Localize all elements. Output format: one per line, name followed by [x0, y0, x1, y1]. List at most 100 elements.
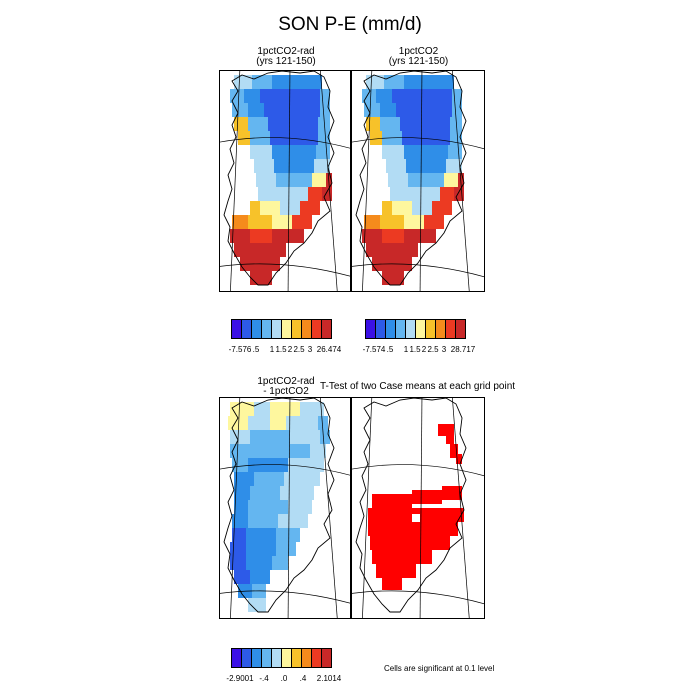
grid-cell: [250, 145, 272, 159]
significant-cell: [382, 578, 402, 590]
grid-cell: [390, 187, 410, 201]
colorbar-label: -.4: [259, 674, 269, 683]
colorbar-label: 26.474: [316, 345, 342, 354]
grid-cell: [452, 89, 462, 103]
grid-cell: [270, 131, 318, 145]
grid-cell: [230, 89, 244, 103]
grid-cell: [234, 472, 254, 486]
grid-cell: [246, 556, 272, 570]
grid-cell: [292, 229, 304, 243]
grid-cell: [290, 430, 320, 444]
colorbar-label: 3: [307, 345, 313, 354]
grid-cell: [312, 173, 326, 187]
coastline: [355, 71, 467, 286]
grid-cell: [260, 201, 280, 215]
significant-cell: [438, 424, 446, 436]
colorbar-label: 3: [441, 345, 447, 354]
grid-cell: [280, 486, 314, 500]
grid-cell: [272, 215, 292, 229]
longitude-line: [452, 398, 470, 618]
grid-cell: [272, 75, 322, 89]
map-difference: [220, 398, 350, 618]
grid-cell: [318, 131, 330, 145]
grid-cell: [250, 570, 270, 584]
grid-cell: [370, 131, 382, 145]
longitude-line: [287, 71, 291, 291]
grid-cell: [410, 187, 440, 201]
latitude-line: [220, 137, 350, 149]
grid-cell: [276, 542, 296, 556]
colorbar-label: 2: [421, 345, 427, 354]
panel-3-title: 1pctCO2-rad - 1pctCO2: [220, 377, 352, 397]
field-cells: [228, 402, 330, 612]
grid-cell: [400, 117, 450, 131]
panel-3-title-line1: 1pctCO2-rad: [257, 376, 315, 387]
grid-cell: [450, 131, 462, 145]
grid-cell: [234, 117, 248, 131]
map-1pctco2: [352, 71, 484, 291]
panel-4-title-line1: T-Test of two Case means at each grid po…: [319, 381, 516, 392]
grid-cell: [366, 243, 418, 257]
grid-cell: [278, 514, 308, 528]
significant-cell: [372, 550, 432, 564]
grid-cell: [264, 103, 320, 117]
longitude-line: [419, 71, 423, 291]
grid-cell: [250, 201, 260, 215]
colorbar-label: .5: [252, 345, 260, 354]
colorbar-difference: [231, 648, 332, 668]
map-panel-1pctco2: [351, 70, 485, 292]
grid-cell: [244, 89, 260, 103]
colorbar-label: -2.9001: [226, 674, 254, 683]
grid-cell: [276, 528, 300, 542]
grid-cell: [230, 542, 246, 556]
colorbar-label: 1.5: [409, 345, 421, 354]
grid-cell: [250, 486, 280, 500]
grid-cell: [404, 75, 454, 89]
colorbar-label: .5: [386, 345, 394, 354]
grid-cell: [404, 215, 424, 229]
grid-cell: [382, 145, 404, 159]
longitude-line: [362, 71, 373, 291]
grid-cell: [364, 215, 380, 229]
coastline: [355, 398, 467, 613]
grid-cell: [316, 145, 330, 159]
grid-cell: [364, 103, 380, 117]
colorbar-label: 1.5: [275, 345, 287, 354]
grid-cell: [286, 416, 318, 430]
grid-cell: [278, 187, 308, 201]
colorbar-1pctco2-rad: [231, 319, 332, 339]
field-cells: [230, 75, 332, 285]
longitude-line: [287, 398, 291, 618]
grid-cell: [380, 117, 400, 131]
latitude-line: [352, 137, 484, 150]
significant-cells: [368, 424, 464, 590]
longitude-line: [230, 71, 241, 291]
colorbar-swatch: [321, 319, 332, 339]
grid-cell: [320, 103, 330, 117]
grid-cell: [444, 173, 458, 187]
longitude-line: [362, 398, 373, 618]
colorbar-label: -7.574: [362, 345, 386, 354]
colorbar-label: .0: [280, 674, 288, 683]
grid-cell: [284, 472, 320, 486]
significant-cell: [368, 522, 458, 536]
panel-2-title: 1pctCO2 (yrs 121-150): [352, 47, 485, 67]
grid-cell: [288, 500, 312, 514]
grid-cell: [404, 145, 448, 159]
grid-cell: [230, 556, 246, 570]
grid-cell: [366, 117, 380, 131]
grid-cell: [380, 103, 396, 117]
grid-cell: [248, 598, 266, 612]
grid-cell: [300, 201, 320, 215]
grid-cell: [384, 75, 404, 89]
grid-cell: [234, 486, 250, 500]
colorbar-swatch: [321, 648, 332, 668]
grid-cell: [232, 528, 246, 542]
significant-cell: [372, 494, 412, 508]
grid-cell: [248, 416, 270, 430]
grid-cell: [248, 500, 288, 514]
colorbar-label: -7.576: [228, 345, 252, 354]
grid-cell: [248, 103, 264, 117]
grid-cell: [454, 187, 464, 201]
grid-cell: [254, 472, 284, 486]
